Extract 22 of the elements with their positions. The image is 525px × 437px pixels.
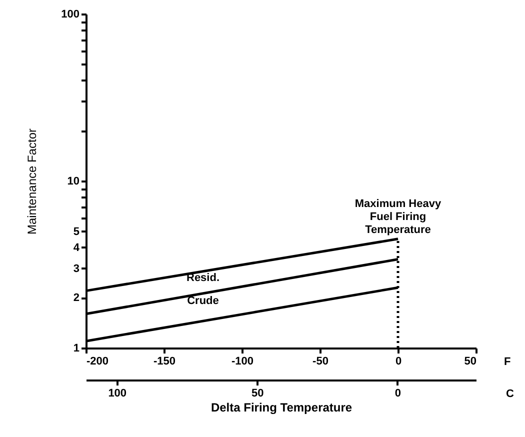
y-tick-label: 100 bbox=[61, 8, 80, 20]
y-tick-label: 2 bbox=[73, 292, 80, 304]
x-tick-label: -150 bbox=[153, 356, 176, 368]
ref-line-label: Maximum Heavy Fuel Firing Temperature bbox=[354, 198, 442, 236]
x2-tick-label: 50 bbox=[252, 388, 264, 400]
text: C bbox=[506, 388, 514, 400]
x2-tick-label: 0 bbox=[394, 388, 401, 400]
x-tick-label: -50 bbox=[312, 356, 328, 368]
x2-tick-label: 100 bbox=[108, 388, 127, 400]
x-tick-label: -200 bbox=[86, 356, 109, 368]
y-tick-label: 10 bbox=[67, 176, 80, 188]
y-tick-label: 1 bbox=[73, 342, 80, 354]
y-axis-title: Maintenance Factor bbox=[25, 128, 40, 235]
y-tick-label: 3 bbox=[73, 262, 80, 275]
x-tick-label: 50 bbox=[464, 356, 476, 368]
x-axis-title: Delta Firing Temperature bbox=[210, 400, 352, 414]
x-tick-label: -100 bbox=[231, 356, 254, 368]
annotation: Crude bbox=[187, 295, 219, 308]
y-tick-label: 5 bbox=[73, 226, 80, 238]
x-tick-label: 0 bbox=[395, 356, 402, 368]
y-tick-label: 4 bbox=[73, 242, 80, 254]
text: F bbox=[504, 356, 511, 368]
